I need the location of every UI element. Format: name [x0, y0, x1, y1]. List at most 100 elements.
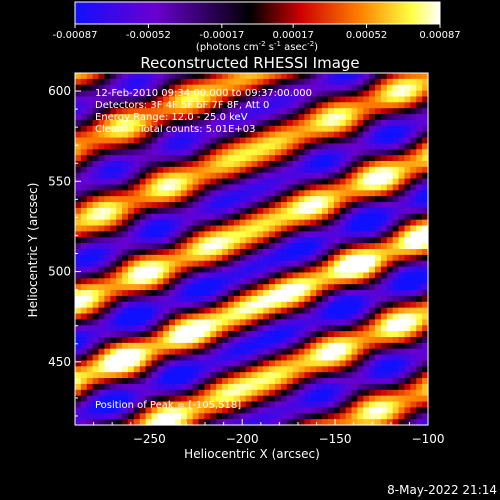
heatmap-cell [345, 196, 353, 203]
heatmap-cell [292, 149, 300, 156]
heatmap-cell [333, 178, 341, 186]
heatmap-cell [227, 290, 235, 297]
heatmap-cell [157, 237, 164, 244]
heatmap-cell [192, 378, 200, 385]
heatmap-cell [375, 237, 382, 244]
heatmap-cell [416, 395, 423, 403]
heatmap-cell [186, 149, 194, 156]
heatmap-cell [92, 354, 100, 362]
heatmap-cell [257, 90, 264, 98]
heatmap-cell [127, 184, 135, 191]
heatmap-cell [186, 108, 194, 115]
x-tick-label: −100 [412, 432, 445, 446]
heatmap-cell [139, 114, 147, 121]
heatmap-cell [386, 272, 394, 279]
heatmap-cell [175, 419, 182, 426]
heatmap-cell [286, 295, 294, 303]
heatmap-cell [157, 196, 164, 203]
heatmap-cell [345, 331, 353, 338]
heatmap-cell [216, 184, 223, 191]
heatmap-cell [404, 266, 411, 274]
heatmap-cell [351, 337, 358, 344]
heatmap-cell [175, 108, 182, 115]
heatmap-cell [333, 231, 341, 238]
heatmap-cell [80, 172, 88, 180]
heatmap-cell [180, 360, 188, 367]
heatmap-cell [227, 372, 235, 379]
heatmap-cell [333, 96, 341, 103]
heatmap-cell [404, 196, 411, 203]
heatmap-cell [345, 278, 353, 285]
heatmap-cell [363, 90, 370, 98]
heatmap-cell [257, 407, 264, 414]
heatmap-cell [104, 301, 111, 309]
heatmap-cell [298, 354, 306, 362]
heatmap-cell [192, 102, 200, 109]
heatmap-cell [275, 84, 282, 92]
heatmap-cell [192, 161, 200, 168]
heatmap-cell [133, 84, 141, 92]
heatmap-cell [145, 202, 153, 209]
heatmap-cell [216, 196, 223, 203]
heatmap-cell [186, 254, 194, 262]
heatmap-cell [404, 78, 411, 86]
heatmap-cell [422, 337, 429, 344]
heatmap-cell [304, 254, 311, 262]
heatmap-cell [363, 366, 370, 373]
heatmap-cell [375, 413, 382, 420]
heatmap-cell [98, 360, 106, 367]
heatmap-cell [145, 249, 153, 256]
heatmap-cell [286, 225, 294, 232]
heatmap-cell [122, 372, 129, 379]
heatmap-cell [322, 290, 329, 297]
heatmap-cell [263, 178, 270, 186]
heatmap-cell [139, 407, 147, 414]
heatmap-cell [139, 342, 147, 350]
heatmap-cell [322, 389, 329, 397]
heatmap-cell [398, 131, 406, 139]
heatmap-cell [292, 331, 300, 338]
heatmap-cell [222, 419, 229, 426]
heatmap-cell [251, 337, 258, 344]
heatmap-cell [257, 295, 264, 303]
heatmap-cell [151, 348, 158, 356]
heatmap-cell [327, 149, 335, 156]
heatmap-cell [422, 290, 429, 297]
heatmap-cell [104, 337, 111, 344]
heatmap-cell [392, 108, 400, 115]
heatmap-cell [86, 119, 94, 127]
heatmap-cell [298, 78, 306, 86]
heatmap-cell [222, 125, 229, 133]
heatmap-cell [380, 161, 388, 168]
heatmap-cell [298, 166, 306, 174]
heatmap-cell [422, 249, 429, 256]
heatmap-cell [386, 213, 394, 221]
heatmap-cell [269, 401, 276, 408]
heatmap-cell [180, 313, 188, 320]
heatmap-cell [180, 102, 188, 109]
heatmap-cell [310, 149, 317, 156]
heatmap-cell [110, 114, 117, 121]
heatmap-cell [422, 378, 429, 385]
heatmap-cell [145, 102, 153, 109]
heatmap-cell [151, 178, 158, 186]
heatmap-cell [86, 372, 94, 379]
heatmap-cell [375, 360, 382, 367]
heatmap-cell [86, 219, 94, 227]
heatmap-cell [239, 73, 247, 80]
heatmap-cell [139, 102, 147, 109]
heatmap-cell [345, 114, 353, 121]
heatmap-cell [363, 278, 370, 285]
heatmap-cell [351, 243, 358, 250]
colorbar-units: (photons cm-2 s-1 asec-2) [196, 40, 318, 53]
heatmap-cell [233, 331, 241, 338]
heatmap-cell [333, 172, 341, 180]
heatmap-cell [163, 161, 170, 168]
heatmap-cell [327, 196, 335, 203]
heatmap-cell [127, 407, 135, 414]
heatmap-cell [416, 78, 423, 86]
heatmap-cell [404, 337, 411, 344]
heatmap-cell [292, 166, 300, 174]
heatmap-cell [310, 331, 317, 338]
heatmap-cell [280, 243, 288, 250]
